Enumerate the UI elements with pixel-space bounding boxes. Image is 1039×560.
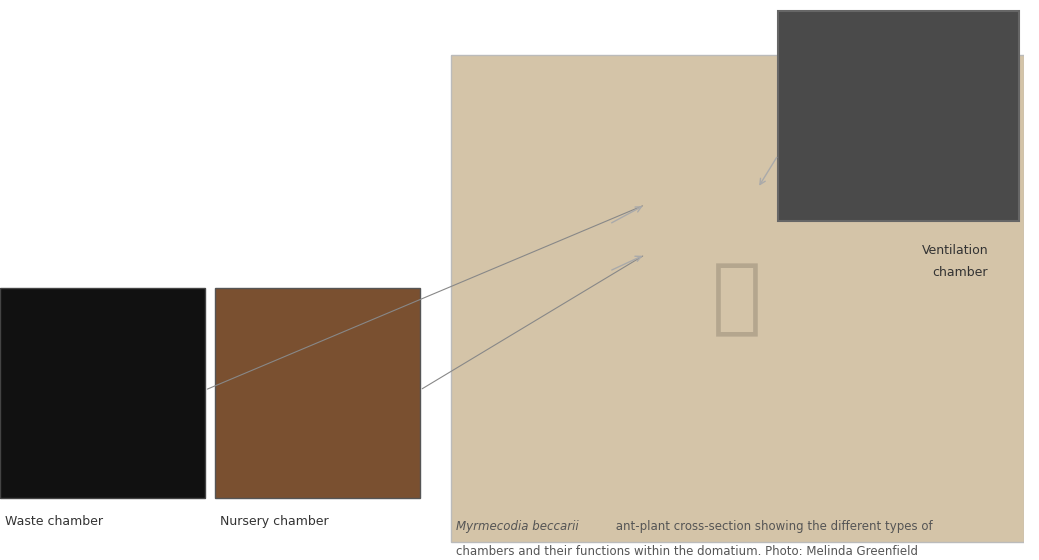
FancyBboxPatch shape <box>215 288 420 498</box>
Text: Waste chamber: Waste chamber <box>5 515 103 528</box>
Text: chamber: chamber <box>933 265 988 279</box>
Text: Ventilation: Ventilation <box>922 244 988 256</box>
FancyBboxPatch shape <box>0 288 205 498</box>
Text: Nursery chamber: Nursery chamber <box>220 515 328 528</box>
FancyBboxPatch shape <box>451 55 1023 543</box>
Text: 📷: 📷 <box>712 258 763 339</box>
Text: chambers and their functions within the domatium. Photo: Melinda Greenfield: chambers and their functions within the … <box>456 545 917 558</box>
Text: ant-plant cross-section showing the different types of: ant-plant cross-section showing the diff… <box>612 520 932 533</box>
Text: Myrmecodia beccarii: Myrmecodia beccarii <box>456 520 579 533</box>
Text: Myrmecodia beccarii: Myrmecodia beccarii <box>456 520 579 533</box>
FancyBboxPatch shape <box>778 11 1019 221</box>
